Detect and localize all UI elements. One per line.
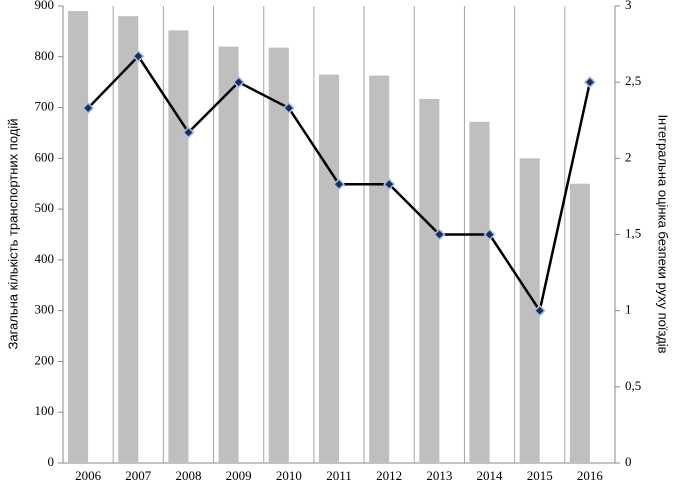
- y-tick-label: 100: [35, 403, 55, 418]
- marker: [533, 304, 546, 317]
- y2-tick-label: 1,5: [625, 225, 641, 240]
- x-tick-label: 2008: [175, 468, 201, 483]
- bar: [419, 98, 440, 463]
- marker: [483, 228, 496, 241]
- x-tick-label: 2007: [125, 468, 152, 483]
- marker: [332, 178, 346, 191]
- y2-tick-label: 0: [625, 454, 632, 469]
- marker: [433, 228, 446, 241]
- bar: [519, 158, 540, 464]
- y2-tick-label: 2: [625, 149, 632, 164]
- marker: [82, 102, 95, 115]
- marker: [383, 178, 396, 191]
- x-tick-label: 2009: [226, 468, 252, 483]
- y2-tick-label: 2,5: [625, 73, 641, 88]
- y2-axis-title: Інтегральна оцінка безпеки руху поїздів: [656, 114, 671, 353]
- bar: [469, 121, 490, 464]
- marker: [282, 102, 295, 115]
- y-tick-label: 500: [35, 200, 55, 215]
- y-axis-title: Загальна кількість транспортних подій: [5, 118, 20, 349]
- x-tick-label: 2010: [276, 468, 302, 483]
- marker: [232, 76, 245, 89]
- y2-tick-label: 1: [625, 302, 632, 317]
- y-tick-label: 700: [35, 99, 55, 114]
- x-tick-label: 2011: [326, 468, 352, 483]
- bar: [369, 75, 390, 463]
- x-tick-label: 2012: [376, 468, 402, 483]
- y-tick-label: 200: [35, 352, 55, 367]
- y-tick-label: 900: [35, 0, 55, 12]
- x-tick-label: 2016: [577, 468, 604, 483]
- bar: [68, 11, 89, 463]
- x-tick-label: 2013: [426, 468, 452, 483]
- y-tick-label: 400: [35, 251, 55, 266]
- x-tick-label: 2014: [477, 468, 504, 483]
- bar: [268, 47, 289, 463]
- y2-tick-label: 0,5: [625, 378, 641, 393]
- marker: [583, 76, 596, 89]
- y2-tick-label: 3: [625, 0, 632, 12]
- x-tick-label: 2015: [527, 468, 553, 483]
- bar: [318, 74, 339, 464]
- y-tick-label: 600: [35, 149, 55, 164]
- bar: [118, 16, 139, 464]
- y-tick-label: 300: [35, 302, 55, 317]
- x-tick-label: 2006: [75, 468, 102, 483]
- marker: [132, 50, 145, 63]
- bar: [168, 30, 189, 464]
- marker: [182, 126, 195, 139]
- bar: [569, 183, 590, 463]
- bar: [218, 46, 239, 463]
- y-tick-label: 0: [48, 454, 55, 469]
- y-tick-label: 800: [35, 48, 55, 63]
